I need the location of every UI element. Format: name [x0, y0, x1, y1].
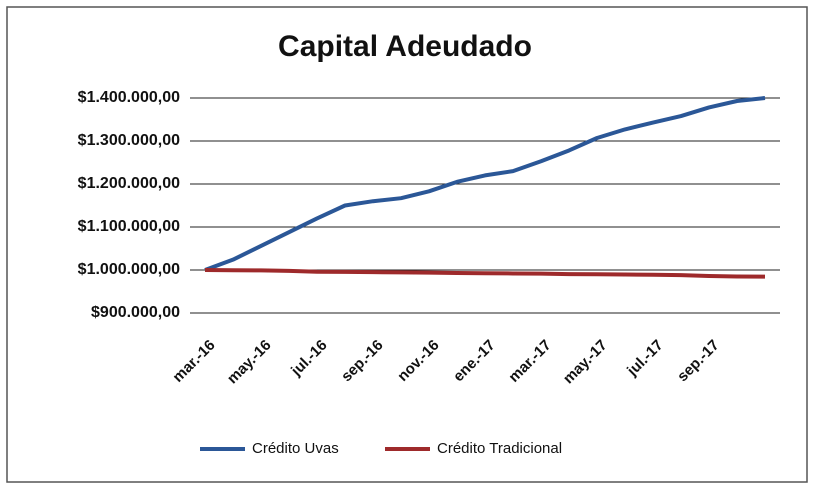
line-series	[204, 96, 766, 272]
y-tick-label: $1.400.000,00	[78, 89, 180, 106]
y-tick-label: $1.200.000,00	[78, 175, 180, 192]
legend-label: Crédito Tradicional	[437, 440, 562, 457]
line-series	[204, 268, 766, 279]
chart-title: Capital Adeudado	[278, 30, 532, 63]
y-tick-label: $1.000.000,00	[78, 261, 180, 278]
legend-label: Crédito Uvas	[252, 440, 339, 457]
y-tick-label: $900.000,00	[91, 304, 180, 321]
chart-border	[6, 6, 808, 483]
y-tick-label: $1.300.000,00	[78, 132, 180, 149]
y-tick-label: $1.100.000,00	[78, 218, 180, 235]
